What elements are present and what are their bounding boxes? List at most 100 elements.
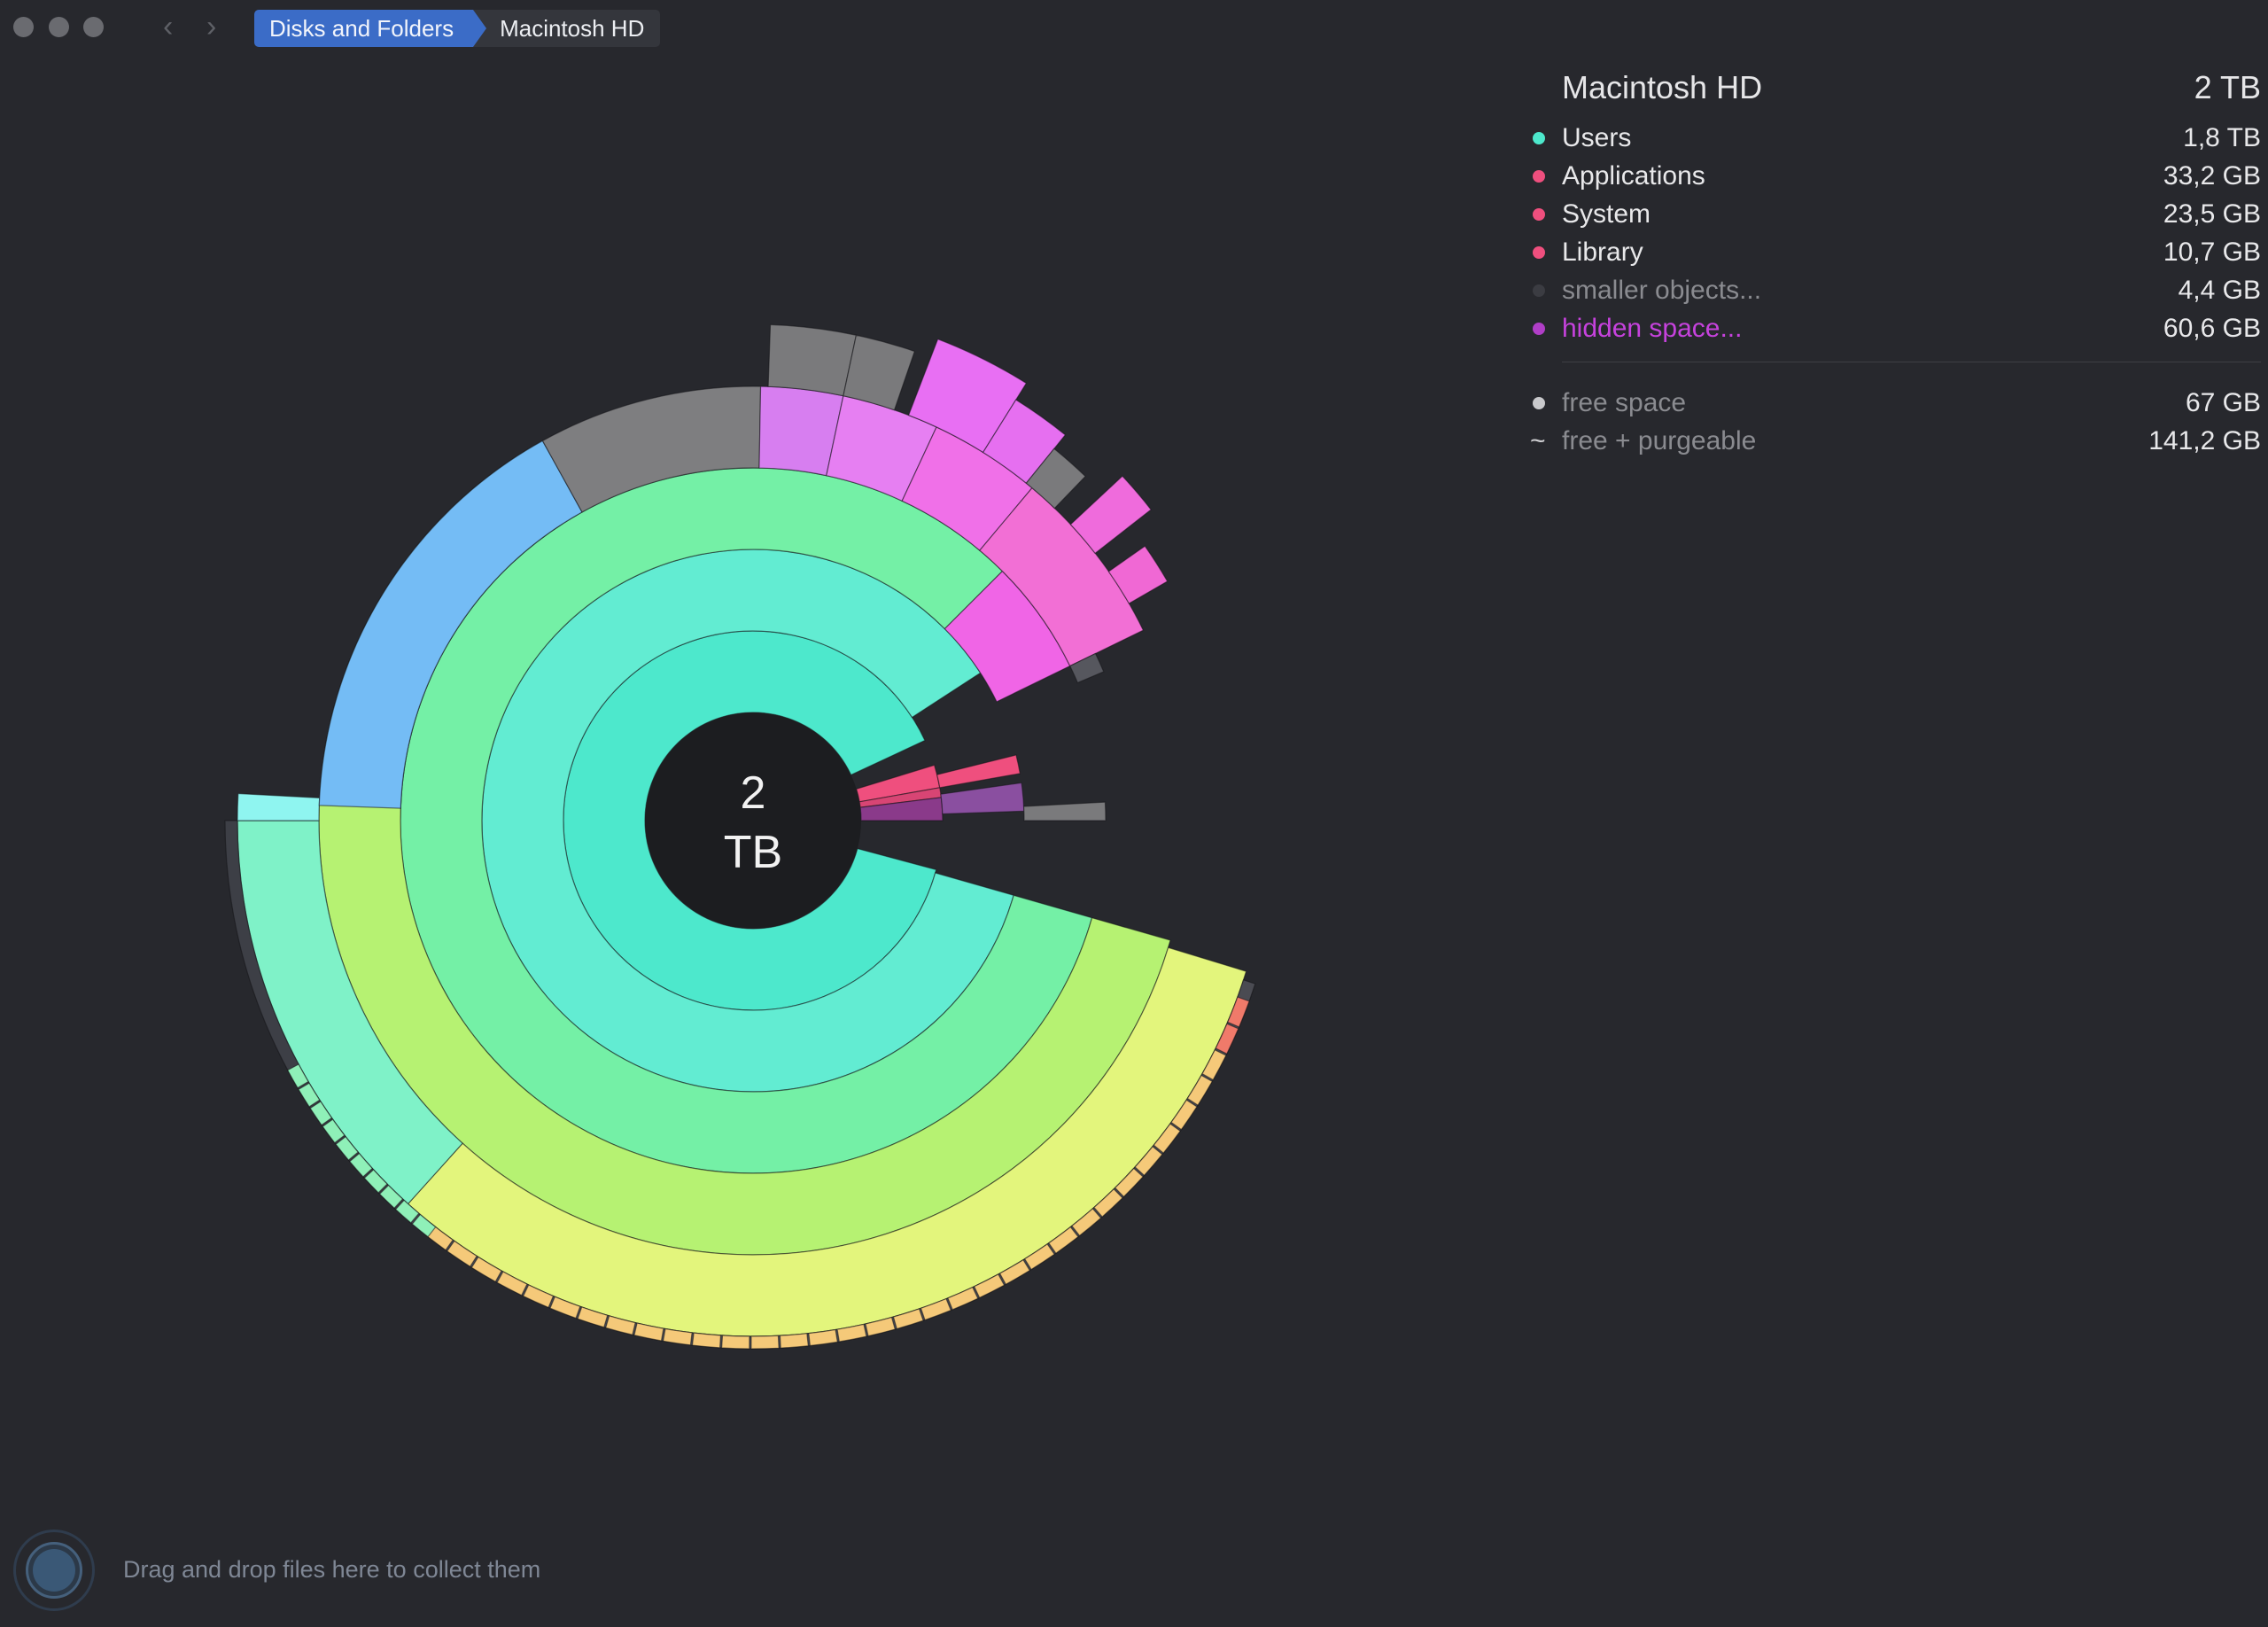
- breadcrumb-disks-and-folders[interactable]: Disks and Folders: [254, 9, 487, 47]
- segment-grey-tip-1[interactable]: [767, 323, 858, 397]
- segment-fringe[interactable]: [1201, 1048, 1227, 1081]
- segment-fringe[interactable]: [836, 1323, 867, 1343]
- minimize-window-button[interactable]: [49, 17, 69, 37]
- segment-fringe[interactable]: [604, 1315, 636, 1335]
- segment-fringe[interactable]: [662, 1327, 693, 1346]
- free-space-size: 67 GB: [2185, 388, 2261, 417]
- item-name: System: [1562, 199, 1651, 229]
- list-item-library[interactable]: Library 10,7 GB: [1528, 233, 2261, 271]
- segment-fringe[interactable]: [446, 1240, 478, 1268]
- segment-fringe[interactable]: [1071, 1208, 1102, 1237]
- segment-fringe-green[interactable]: [335, 1135, 360, 1161]
- panel-header: Macintosh HD 2 TB: [1528, 69, 2261, 119]
- color-dot-icon: [1533, 323, 1545, 335]
- free-purgeable-label: free + purgeable: [1562, 426, 1757, 455]
- segment-fringe[interactable]: [470, 1256, 502, 1283]
- collector-core-icon: [33, 1549, 75, 1592]
- segment-fringe-green[interactable]: [286, 1063, 309, 1089]
- segment-fringe[interactable]: [522, 1284, 555, 1309]
- color-dot-icon: [1533, 132, 1545, 144]
- segment-fringe-green[interactable]: [411, 1213, 437, 1238]
- segment-fringe-green[interactable]: [309, 1101, 333, 1126]
- free-purgeable-row: ~ free + purgeable 141,2 GB: [1528, 422, 2261, 460]
- segment-pink-tip-1[interactable]: [1069, 475, 1153, 555]
- info-panel: Macintosh HD 2 TB Users 1,8 TB Applicati…: [1528, 69, 2261, 460]
- segment-fringe[interactable]: [1153, 1123, 1182, 1154]
- item-name: smaller objects...: [1562, 276, 1762, 305]
- collector-ring-icon[interactable]: [13, 1530, 95, 1611]
- segment-fringe-green[interactable]: [322, 1118, 346, 1144]
- center-size-line1: 2: [740, 767, 766, 819]
- disk-usage-sunburst[interactable]: [0, 0, 1311, 1418]
- color-dot-icon: [1533, 208, 1545, 221]
- close-window-button[interactable]: [13, 17, 34, 37]
- segment-fringe-green[interactable]: [298, 1082, 321, 1108]
- item-size: 60,6 GB: [2163, 314, 2261, 343]
- segment-fringe[interactable]: [892, 1308, 924, 1330]
- center-disk-button[interactable]: [645, 712, 861, 929]
- item-name: hidden space...: [1562, 314, 1743, 343]
- segment-fringe[interactable]: [920, 1297, 952, 1321]
- panel-total-size: 2 TB: [2194, 69, 2261, 105]
- list-item-hidden-space[interactable]: hidden space... 60,6 GB: [1528, 309, 2261, 347]
- panel-title: Macintosh HD: [1562, 69, 1763, 105]
- zoom-window-button[interactable]: [83, 17, 104, 37]
- segment-fringe[interactable]: [1114, 1167, 1144, 1198]
- free-space-label: free space: [1562, 388, 1687, 417]
- forward-chevron-icon[interactable]: ›: [206, 10, 217, 43]
- item-name: Library: [1562, 237, 1643, 267]
- segment-fringe[interactable]: [721, 1335, 750, 1350]
- segment-shadow-1[interactable]: [1068, 652, 1105, 684]
- segment-fringe[interactable]: [496, 1271, 528, 1296]
- segment-fringe[interactable]: [1047, 1226, 1079, 1255]
- item-size: 23,5 GB: [2163, 199, 2261, 229]
- breadcrumb-macintosh-hd[interactable]: Macintosh HD: [473, 9, 661, 47]
- color-dot-icon: [1533, 397, 1545, 409]
- segment-fringe-green[interactable]: [348, 1152, 374, 1178]
- segment-fringe[interactable]: [549, 1296, 581, 1320]
- item-name: Users: [1562, 123, 1632, 152]
- segment-fringe[interactable]: [1226, 996, 1250, 1028]
- segment-fringe[interactable]: [1023, 1243, 1055, 1271]
- item-name: Applications: [1562, 161, 1705, 191]
- item-size: 4,4 GB: [2178, 276, 2261, 305]
- list-item-system[interactable]: System 23,5 GB: [1528, 195, 2261, 233]
- segment-fringe[interactable]: [633, 1322, 664, 1342]
- tilde-icon: ~: [1530, 426, 1546, 455]
- segment-fringe[interactable]: [998, 1258, 1031, 1286]
- segment-fringe-green[interactable]: [394, 1199, 420, 1224]
- segment-fringe[interactable]: [1215, 1023, 1239, 1055]
- free-space-row: free space 67 GB: [1528, 384, 2261, 422]
- segment-fringe[interactable]: [691, 1332, 722, 1349]
- color-dot-icon: [1533, 246, 1545, 259]
- segment-pink-tip-2[interactable]: [1107, 545, 1169, 604]
- color-dot-icon: [1533, 284, 1545, 297]
- segment-fringe[interactable]: [1134, 1145, 1163, 1177]
- segment-fringe[interactable]: [750, 1335, 780, 1350]
- color-dot-icon: [1533, 170, 1545, 183]
- segment-users-left-tip[interactable]: [237, 792, 321, 821]
- segment-fringe[interactable]: [973, 1273, 1006, 1299]
- segment-applications-l2[interactable]: [936, 754, 1021, 789]
- item-size: 33,2 GB: [2163, 161, 2261, 191]
- segment-fringe[interactable]: [1093, 1187, 1123, 1218]
- segment-fringe[interactable]: [779, 1333, 809, 1349]
- segment-fringe[interactable]: [947, 1286, 979, 1311]
- center-size-line2: TB: [723, 827, 783, 878]
- segment-fringe[interactable]: [1186, 1074, 1214, 1106]
- segment-fringe[interactable]: [577, 1306, 609, 1328]
- list-item-users[interactable]: Users 1,8 TB: [1528, 119, 2261, 157]
- segment-fringe-green[interactable]: [378, 1184, 404, 1210]
- segment-fringe[interactable]: [808, 1328, 838, 1347]
- segment-fringe-green[interactable]: [363, 1169, 388, 1194]
- list-item-applications[interactable]: Applications 33,2 GB: [1528, 157, 2261, 195]
- back-chevron-icon[interactable]: ‹: [163, 10, 174, 43]
- breadcrumb: Disks and Folders Macintosh HD: [254, 9, 661, 47]
- segment-grey-tip-2[interactable]: [843, 334, 916, 411]
- segment-hidden-l2[interactable]: [940, 782, 1025, 815]
- list-item-smaller-objects[interactable]: smaller objects... 4,4 GB: [1528, 271, 2261, 309]
- segment-fringe[interactable]: [865, 1316, 897, 1337]
- segment-fringe[interactable]: [1170, 1099, 1198, 1131]
- segment-grey-tip-3[interactable]: [1025, 448, 1086, 510]
- segment-grey-small[interactable]: [1022, 801, 1107, 821]
